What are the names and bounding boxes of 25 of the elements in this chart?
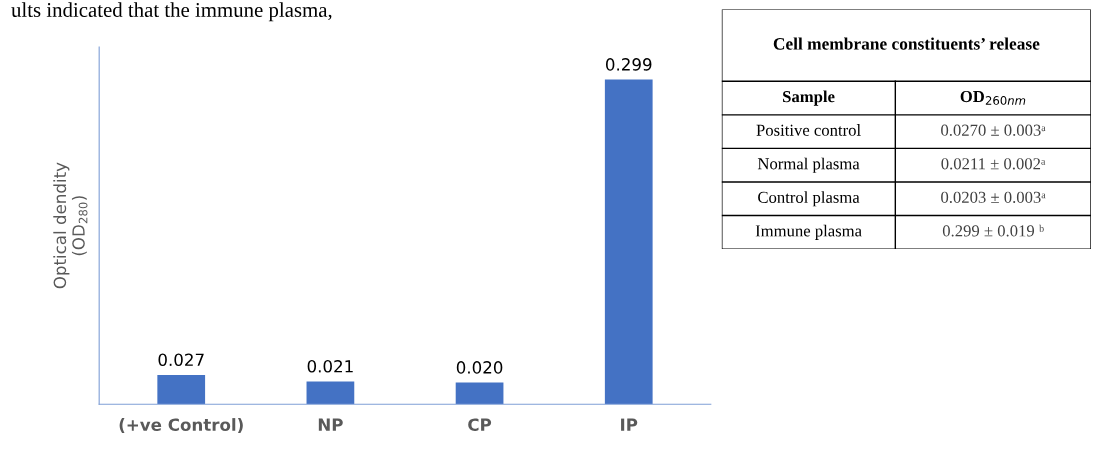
text: Normal plasma [757, 157, 860, 173]
text: 0.299 ± 0.019 ᵇ [942, 224, 1044, 237]
x-tick-label: (+ve Control) [119, 418, 243, 433]
text: Immune plasma [755, 224, 862, 240]
data-label: 0.027 [158, 353, 204, 367]
y-axis-title: Optical dendity (OD$_{280}$) [53, 162, 88, 289]
bar [157, 374, 206, 405]
bar [455, 382, 504, 405]
text: Cell membrane constituents’ release [773, 37, 1040, 50]
x-tick-label: NP [318, 418, 343, 431]
data-label: 0.299 [605, 58, 652, 71]
text: OD$_{260nm}$ [960, 90, 1026, 105]
data-label: 0.020 [456, 361, 503, 374]
text: Sample [783, 90, 835, 106]
bar [306, 381, 355, 405]
data-label: 0.021 [307, 360, 353, 373]
text: Control plasma [758, 191, 860, 207]
text: 0.0211 ± 0.002ᵃ [941, 158, 1046, 170]
text: 0.0203 ± 0.003ᵃ [941, 191, 1046, 204]
x-tick-label: IP [621, 418, 638, 431]
bar [604, 79, 653, 405]
text: ults indicated that the immune plasma, [11, 2, 332, 22]
x-tick-label: CP [468, 418, 492, 431]
text: 0.0270 ± 0.003ᵃ [941, 124, 1046, 136]
text: Positive control [756, 124, 861, 136]
